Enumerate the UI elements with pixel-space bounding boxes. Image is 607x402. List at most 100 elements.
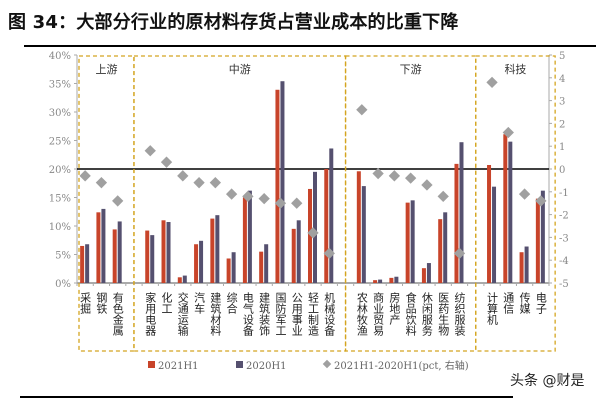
category-label: 电子	[534, 292, 547, 314]
bar-2020h1	[492, 186, 497, 283]
category-label: 传媒	[518, 292, 531, 315]
bar-2021h1	[242, 197, 247, 283]
bar-2020h1	[199, 240, 204, 283]
title-divider	[24, 45, 596, 47]
right-tick-label: 3	[559, 97, 565, 108]
watermark: 头条 @财是	[510, 373, 585, 389]
bar-2020h1	[166, 222, 171, 283]
legend-label-2020h1: 2020H1	[246, 361, 287, 372]
diff-point	[193, 177, 205, 189]
bar-2021h1	[454, 163, 459, 283]
left-tick-label: 30%	[49, 108, 71, 119]
category-label: 机械设备	[323, 291, 336, 337]
bar-2021h1	[438, 219, 443, 283]
legend-swatch-diff	[322, 359, 332, 369]
left-tick-label: 35%	[49, 80, 71, 91]
category-label: 纺织服装	[453, 291, 466, 337]
category-label: 商业贸易	[372, 291, 385, 337]
bar-2020h1	[508, 141, 513, 283]
category-label: 食品饮料	[404, 291, 417, 337]
category-label: 钢铁	[95, 292, 108, 314]
diff-point	[160, 156, 173, 168]
category-label: 国防军工	[274, 292, 287, 336]
diff-point	[112, 195, 124, 207]
diff-point	[95, 177, 108, 189]
bar-2020h1	[247, 190, 252, 283]
category-label: 汽车	[193, 291, 206, 315]
category-label: 家用电器	[144, 291, 157, 337]
bar-2021h1	[308, 188, 312, 283]
diff-point	[258, 192, 270, 205]
bar-2021h1	[373, 280, 378, 283]
category-label: 建筑装饰	[258, 291, 271, 336]
left-tick-label: 5%	[55, 251, 71, 262]
category-label: 通信	[502, 292, 515, 315]
bar-2020h1	[215, 215, 220, 283]
bar-2020h1	[426, 263, 431, 283]
group-box	[344, 55, 477, 352]
diff-point	[177, 170, 189, 182]
bar-2021h1	[389, 277, 394, 283]
bar-2021h1	[161, 220, 166, 283]
right-tick-label: 2	[559, 119, 565, 130]
right-tick-label: -1	[559, 188, 569, 199]
bar-2020h1	[361, 186, 366, 283]
diff-point	[225, 188, 238, 200]
bar-2020h1	[117, 221, 122, 283]
right-tick-label: 5	[559, 51, 565, 62]
diff-point	[274, 197, 287, 209]
bar-2021h1	[503, 134, 508, 283]
diff-point	[535, 195, 547, 207]
bar-2021h1	[421, 268, 426, 283]
bar-2020h1	[459, 142, 464, 283]
category-label: 建筑材料	[209, 291, 222, 337]
bar-2020h1	[280, 81, 285, 283]
category-label: 交通运输	[176, 291, 189, 337]
bar-2020h1	[378, 279, 383, 283]
bar-2021h1	[535, 198, 540, 283]
left-tick-label: 0%	[55, 279, 71, 290]
bar-2020h1	[443, 212, 448, 283]
diff-point	[323, 247, 335, 260]
right-tick-label: 1	[559, 142, 565, 153]
bar-2021h1	[96, 212, 101, 283]
right-tick-label: -2	[559, 211, 569, 222]
legend-label-2021h1: 2021H1	[158, 361, 199, 372]
category-label: 综合	[225, 291, 238, 314]
left-tick-label: 15%	[49, 194, 71, 205]
bar-2021h1	[356, 171, 361, 283]
bar-2020h1	[394, 276, 399, 283]
bar-2021h1	[405, 202, 410, 283]
bar-2021h1	[275, 89, 280, 284]
category-label: 医药生物	[437, 292, 450, 336]
bar-2021h1	[210, 218, 215, 283]
group-label: 下游	[400, 63, 422, 76]
left-tick-label: 20%	[49, 165, 71, 176]
group-box	[475, 55, 556, 352]
category-label: 公用事业	[290, 292, 303, 336]
category-label: 轻工制造	[307, 291, 320, 336]
right-tick-label: 0	[559, 165, 565, 176]
bar-2021h1	[226, 258, 231, 283]
diff-point	[421, 179, 433, 191]
right-tick-label: -4	[559, 256, 569, 267]
diff-point	[144, 145, 156, 157]
diff-point	[291, 197, 303, 209]
category-label: 电气设备	[241, 292, 254, 337]
bar-2020h1	[329, 148, 334, 283]
diff-point	[79, 170, 91, 182]
category-label: 化工	[160, 291, 173, 314]
bar-2020h1	[313, 171, 317, 283]
diff-point	[388, 170, 401, 182]
group-label: 科技	[504, 62, 526, 76]
bar-2020h1	[410, 200, 415, 283]
right-tick-label: -5	[559, 279, 569, 290]
category-label: 休闲服务	[420, 292, 433, 336]
legend-swatch-2020h1	[236, 361, 243, 368]
bar-2021h1	[80, 245, 85, 283]
bar-2020h1	[264, 244, 269, 283]
legend-label-diff: 2021H1-2020H1(pct, 右轴)	[334, 359, 469, 372]
left-tick-label: 25%	[49, 137, 71, 148]
bar-2020h1	[540, 190, 545, 283]
